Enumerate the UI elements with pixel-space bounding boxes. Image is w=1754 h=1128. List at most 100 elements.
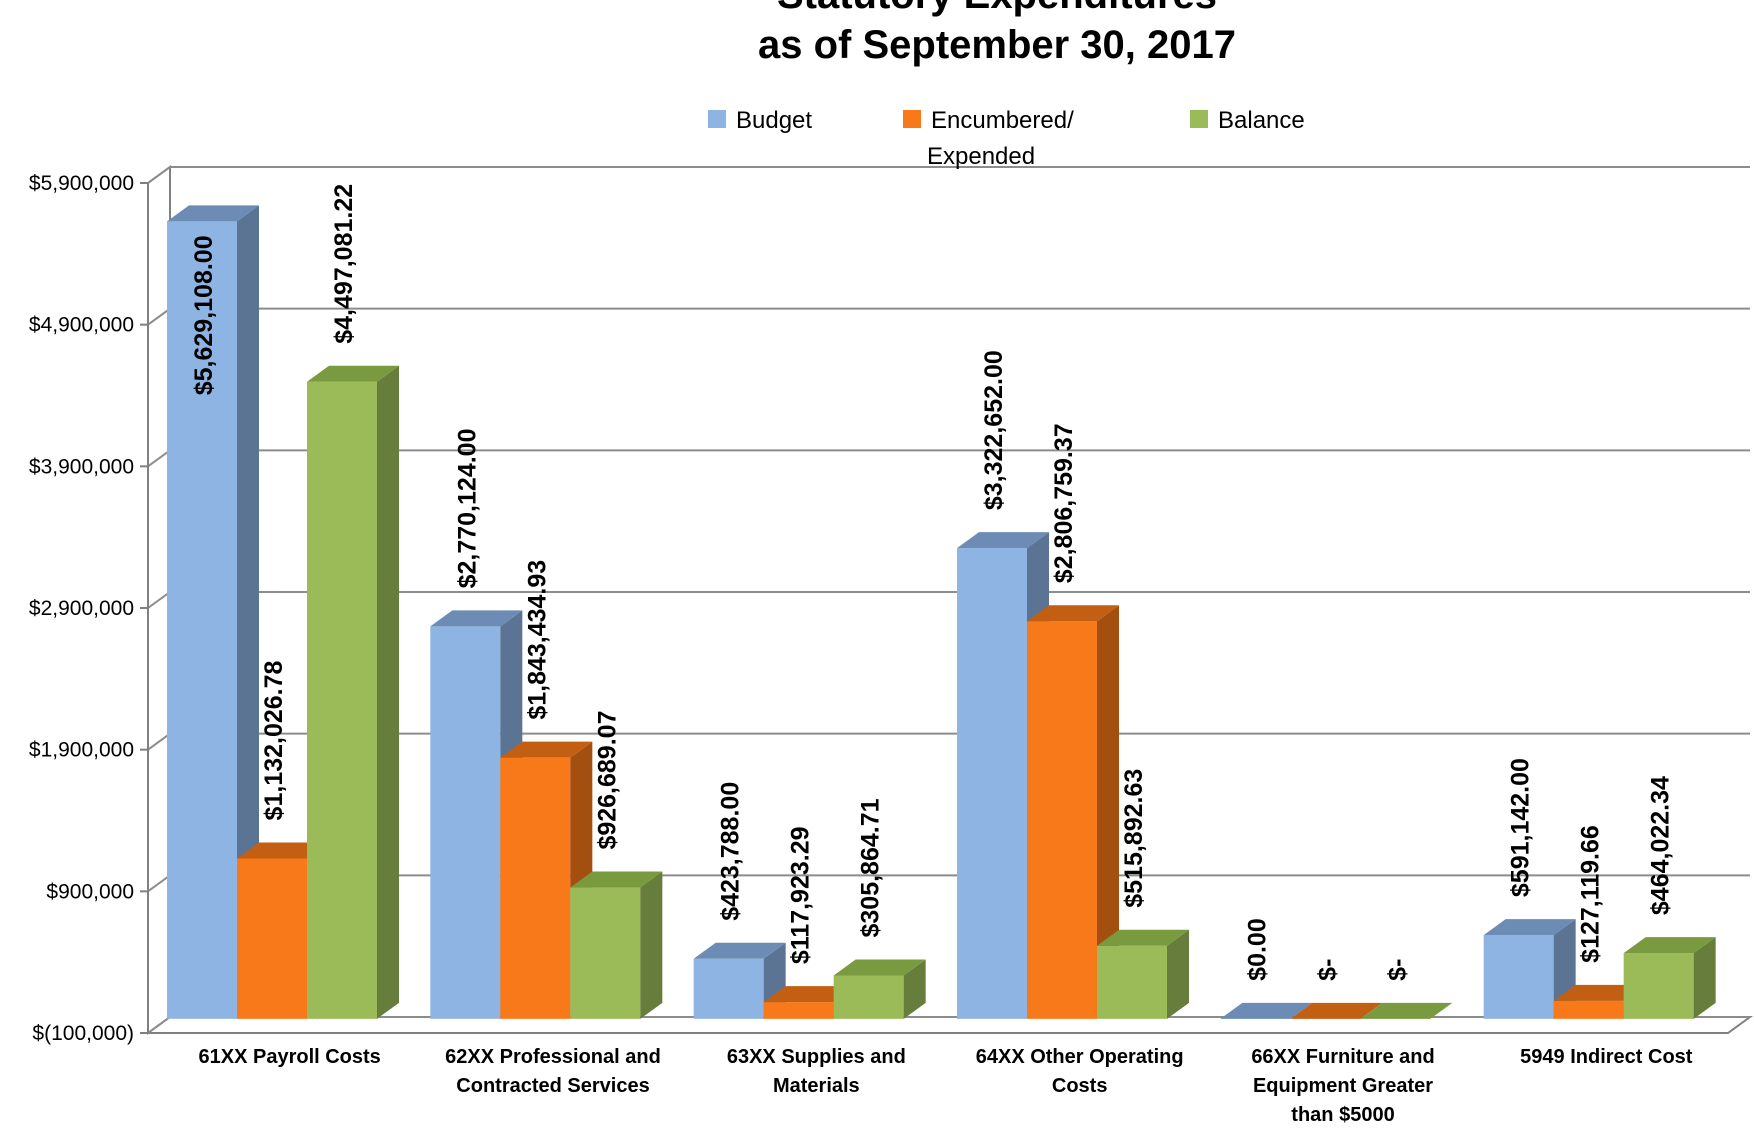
bar-front	[167, 221, 237, 1019]
legend-label: Expended	[927, 143, 1035, 170]
x-axis-ticks: 61XX Payroll Costs 62XX Professional and C…	[199, 1046, 1693, 1126]
legend-label: Encumbered/	[931, 107, 1074, 134]
bar	[1220, 1002, 1313, 1019]
bar-top	[1097, 929, 1189, 946]
y-tick-label: $5,900,000	[29, 172, 134, 195]
data-label: $0.00	[1243, 918, 1271, 981]
data-label: $423,788.00	[717, 782, 745, 921]
bar-front	[693, 958, 764, 1019]
legend-label: Budget	[736, 107, 812, 134]
chart-title-line-1: Statutory Expenditures	[777, 0, 1217, 17]
bar	[1360, 1002, 1453, 1019]
x-tick-label: 61XX Payroll Costs	[199, 1046, 381, 1068]
legend-swatch	[708, 110, 726, 128]
data-label: $464,022.34	[1647, 776, 1675, 915]
bar-side	[1097, 605, 1119, 1019]
bar-top	[430, 610, 523, 627]
data-label: $305,864.71	[857, 798, 885, 937]
legend-label: Balance	[1218, 107, 1305, 134]
x-tick-label: than $5000	[1291, 1104, 1394, 1126]
bar-top	[693, 942, 786, 959]
bar-front	[1623, 953, 1694, 1019]
x-tick-label: Contracted Services	[456, 1075, 649, 1097]
legend-swatch	[903, 110, 921, 128]
bar-front	[307, 381, 377, 1019]
bar-side	[377, 365, 399, 1019]
bar-front	[1027, 621, 1097, 1019]
bar-front	[500, 757, 571, 1019]
bar	[570, 871, 663, 1019]
bar-top	[763, 986, 856, 1003]
data-label: $5,629,108.00	[190, 235, 218, 395]
x-tick-label: Equipment Greater	[1253, 1075, 1433, 1097]
y-tick-label: $900,000	[46, 880, 134, 903]
bar-top	[1290, 1002, 1383, 1019]
bar-top	[1360, 1002, 1453, 1019]
data-label: $2,806,759.37	[1050, 423, 1078, 583]
x-tick-label: Materials	[773, 1075, 860, 1097]
bar-front	[957, 548, 1027, 1019]
data-labels: $5,629,108.00 $1,132,026.78 $4,497,081.22 $…	[190, 184, 1675, 981]
y-axis-ticks: $(100,000) $900,000 $1,900,000 $2,900,000 $3…	[29, 172, 149, 1045]
data-label: $1,843,434.93	[523, 560, 551, 720]
bar-side	[1693, 937, 1716, 1019]
bar-top	[500, 741, 593, 758]
y-tick-label: $1,900,000	[29, 739, 134, 762]
bar-front	[1553, 1000, 1624, 1019]
bar-front	[430, 626, 501, 1019]
bar-top	[1027, 605, 1119, 622]
bar-top	[167, 205, 259, 222]
bar	[307, 365, 399, 1019]
bar-front	[763, 1002, 834, 1019]
y-tick-label: $(100,000)	[32, 1022, 134, 1045]
x-tick-label: 64XX Other Operating	[976, 1046, 1184, 1068]
bar-front	[237, 858, 307, 1019]
bar-top	[833, 959, 926, 976]
bar	[1027, 605, 1119, 1019]
x-tick-label: 66XX Furniture and	[1251, 1046, 1434, 1068]
bar	[1290, 1002, 1383, 1019]
data-label: $2,770,124.00	[453, 429, 481, 589]
bar	[1623, 937, 1716, 1019]
data-label: $515,892.63	[1120, 769, 1148, 908]
y-tick-label: $2,900,000	[29, 597, 134, 620]
bar	[1097, 929, 1189, 1019]
bar	[833, 959, 926, 1019]
bars	[167, 205, 1716, 1019]
bar-front	[1097, 945, 1167, 1019]
data-label: $591,142.00	[1507, 758, 1535, 897]
data-label: $-	[1383, 959, 1411, 981]
bar-side	[237, 205, 259, 1019]
x-tick-label: 5949 Indirect Cost	[1520, 1046, 1693, 1068]
data-label: $127,119.66	[1577, 825, 1605, 963]
bar	[167, 205, 259, 1019]
bar-top	[307, 365, 399, 382]
gridline	[147, 166, 1750, 184]
data-label: $1,132,026.78	[260, 660, 288, 820]
floor	[144, 1016, 1754, 1034]
data-label: $-	[1313, 959, 1341, 981]
data-label: $926,689.07	[593, 711, 621, 850]
bar-top	[957, 532, 1049, 549]
x-tick-label: 63XX Supplies and	[727, 1046, 906, 1068]
bar-top	[1553, 984, 1646, 1001]
bar	[1483, 919, 1576, 1019]
gridline	[147, 307, 1750, 326]
data-label: $4,497,081.22	[330, 184, 358, 344]
bar-top	[1220, 1002, 1313, 1019]
bar-side	[1167, 929, 1189, 1019]
bar-front	[833, 975, 904, 1019]
chart-title-line-2: as of September 30, 2017	[758, 23, 1236, 67]
chart-title: Statutory Expenditures as of September 3…	[758, 0, 1236, 67]
bar-top	[1483, 919, 1576, 936]
y-tick-label: $4,900,000	[29, 314, 134, 337]
legend: Budget Encumbered/Expended Balance	[708, 107, 1305, 170]
bar-top	[1623, 937, 1716, 954]
legend-swatch	[1190, 110, 1208, 128]
x-tick-label: 62XX Professional and	[445, 1046, 661, 1068]
x-tick-label: Costs	[1052, 1075, 1108, 1097]
bar-side	[903, 959, 926, 1019]
bar-front	[570, 887, 641, 1019]
data-label: $3,322,652.00	[980, 350, 1008, 510]
